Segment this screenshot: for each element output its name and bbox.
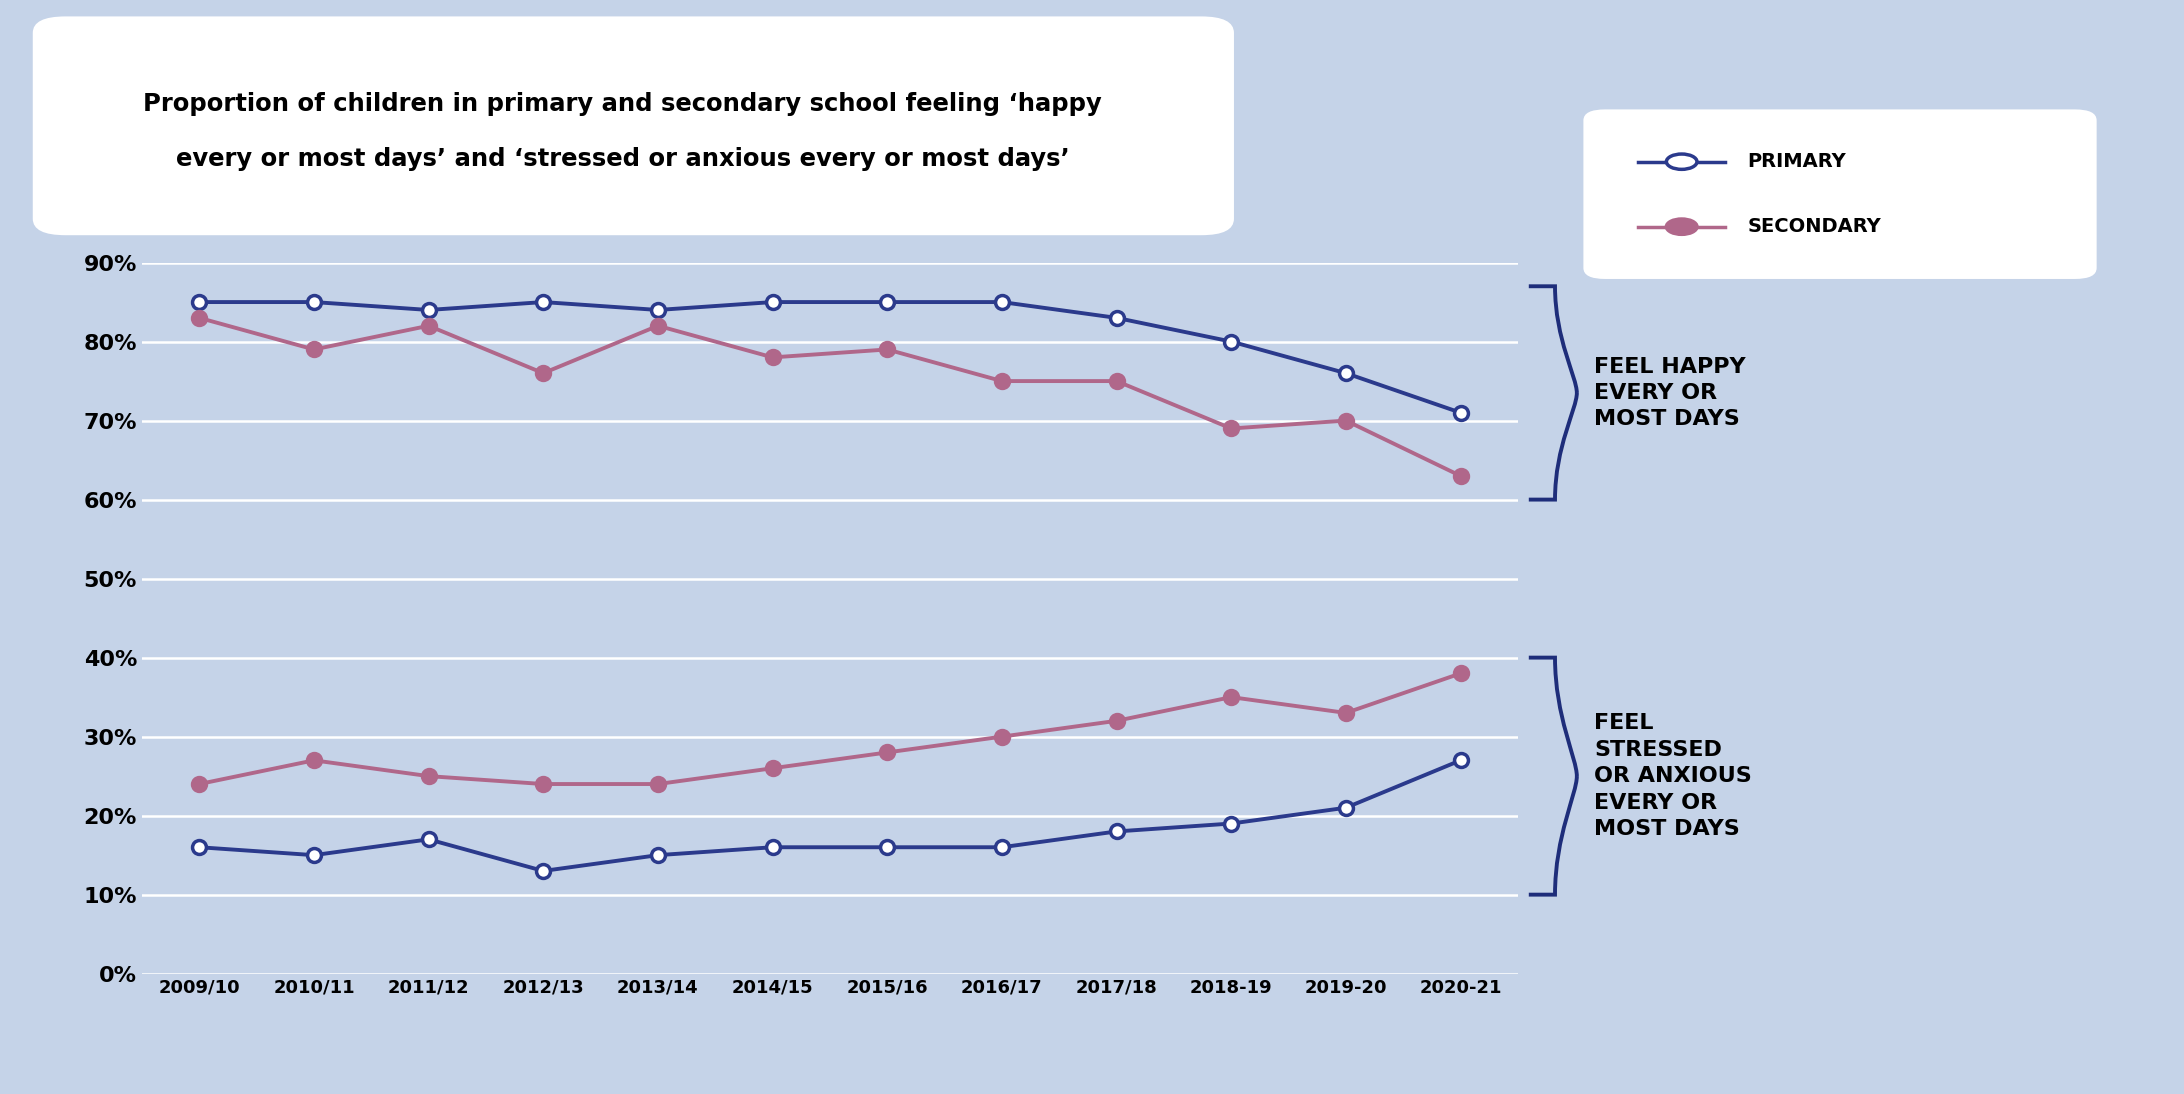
Text: FEEL
STRESSED
OR ANXIOUS
EVERY OR
MOST DAYS: FEEL STRESSED OR ANXIOUS EVERY OR MOST D… [1594, 713, 1752, 839]
Text: SECONDARY: SECONDARY [1747, 218, 1880, 236]
Text: PRIMARY: PRIMARY [1747, 152, 1845, 171]
Text: FEEL HAPPY
EVERY OR
MOST DAYS: FEEL HAPPY EVERY OR MOST DAYS [1594, 357, 1745, 429]
Text: every or most days’ and ‘stressed or anxious every or most days’: every or most days’ and ‘stressed or anx… [175, 147, 1070, 171]
Text: Proportion of children in primary and secondary school feeling ‘happy: Proportion of children in primary and se… [144, 92, 1101, 116]
